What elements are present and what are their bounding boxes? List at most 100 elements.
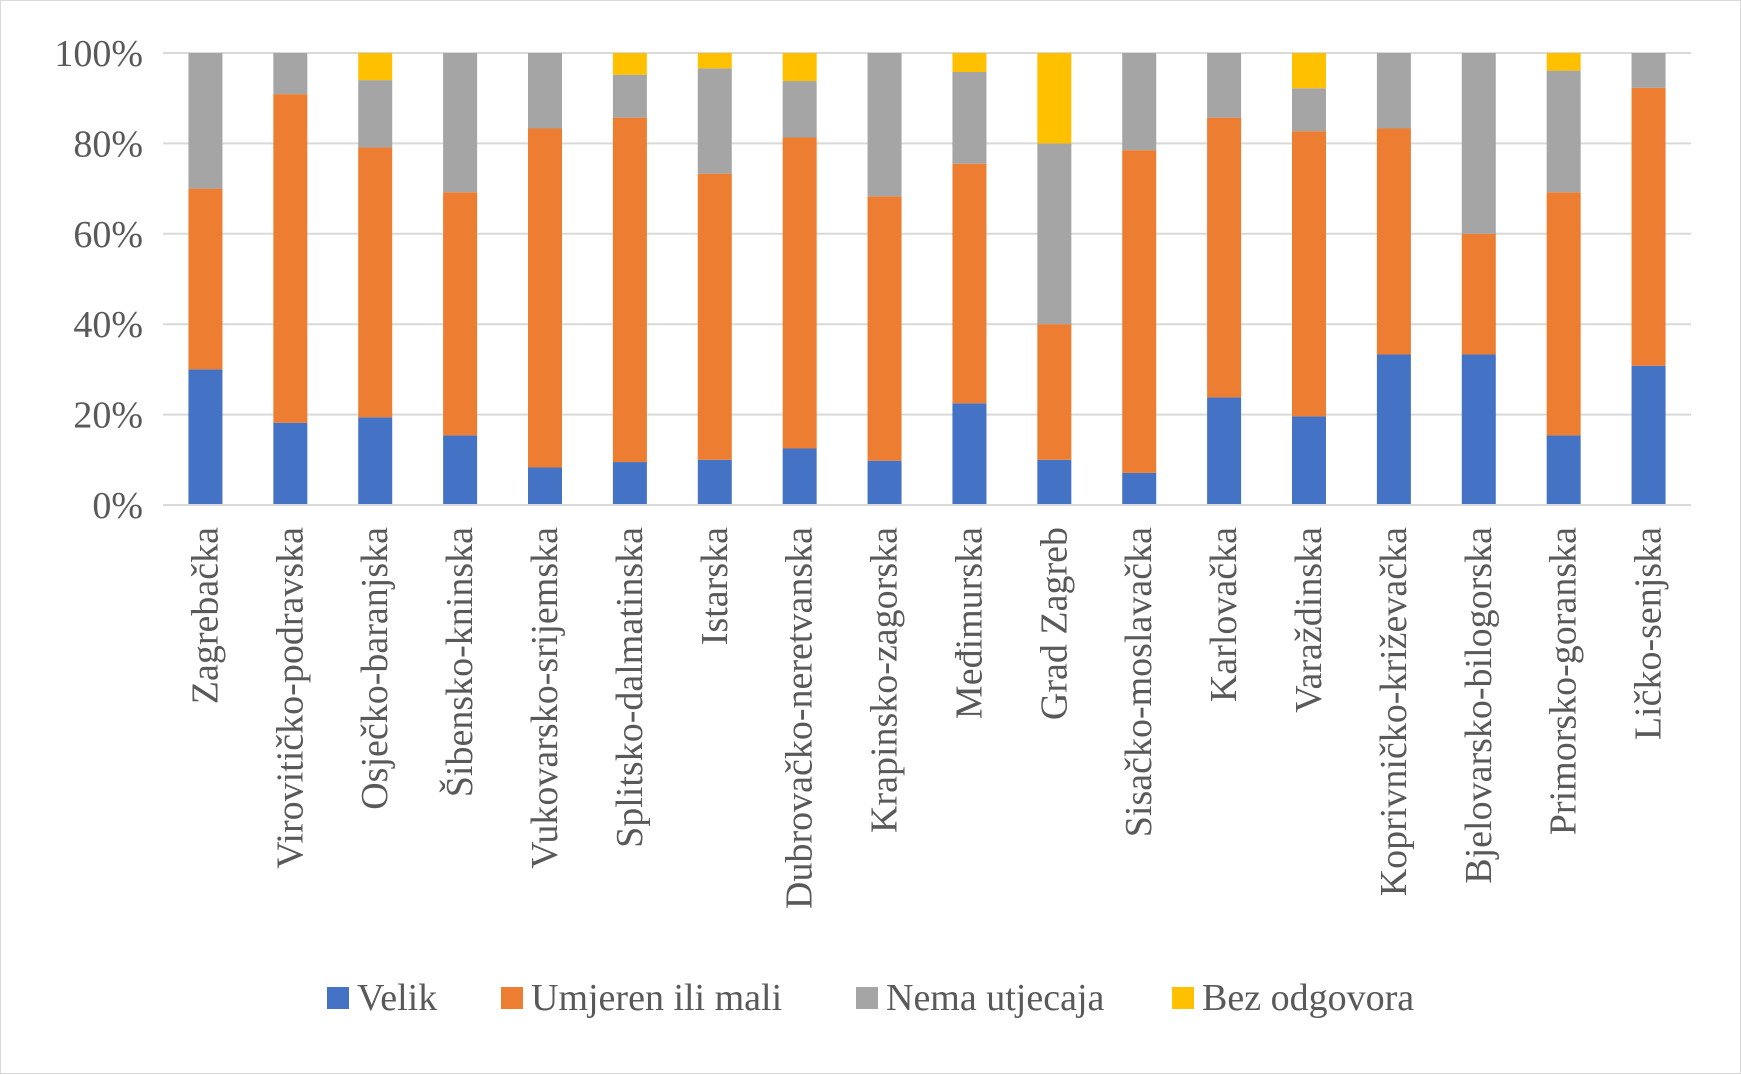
legend-entry-label: Velik [357,977,437,1019]
x-category-label: Koprivničko-križevačka [1373,527,1415,896]
y-tick-label: 20% [73,395,143,437]
y-tick-label: 60% [73,214,143,256]
bar-segment [1122,472,1157,505]
x-category-label: Splitsko-dalmatinska [609,527,651,848]
x-category-label: Ličko-senjska [1628,527,1670,740]
bar-segment [1546,70,1581,193]
bar-segment [188,53,223,189]
bar-segment [1546,435,1581,505]
bar-segment [358,417,393,505]
y-tick-label: 100% [54,33,143,75]
bar-segment [443,192,478,436]
bar-segment [952,403,987,505]
legend-swatch [327,987,349,1009]
bar-segment [612,117,647,463]
bar-segment [358,147,393,418]
x-axis-category-labels: Zagrebačka Virovitičko-podravska Osječko-b… [184,527,1669,909]
bar-segment [528,53,562,129]
y-tick-label: 0% [92,485,143,527]
bar-segment [697,68,732,174]
x-category-label: Krapinsko-zagorska [864,527,906,833]
bar-segment [188,369,223,505]
x-category-label: Vukovarsko-srijemska [524,527,566,869]
bar-segment [1207,117,1242,398]
bar-segment [273,94,308,423]
legend-entry-label: Bez odgovora [1202,977,1414,1019]
x-category-label: Osječko-baranjska [354,527,396,810]
bar-segment [612,74,647,118]
bar-segment [358,53,393,81]
bar-segment [782,137,817,449]
bar-segment [1207,53,1242,118]
bar-segment [1546,53,1581,71]
bar-segment [1546,192,1581,436]
bar-segment [782,448,817,505]
bar-segment [867,196,902,461]
gridlines [163,52,1691,416]
y-tick-label: 40% [73,304,143,346]
bar-segment [782,81,817,138]
bar-segment [1122,150,1157,473]
x-category-label: Virovitičko-podravska [269,527,311,869]
bar-segment [528,128,562,468]
bar-segment [867,53,902,197]
bar-segment [1376,128,1411,355]
bar-segment [1461,53,1496,234]
legend-swatch [856,987,878,1009]
bar-segment [1461,354,1496,505]
bar-segment [1461,233,1496,355]
bar-segment [273,422,308,505]
x-category-label: Dubrovačko-neretvanska [779,527,821,909]
bar-segment [443,435,478,505]
bar-segment [1292,53,1326,89]
bar-segment [443,53,478,193]
bar-segment [1631,87,1666,366]
bar-segment [1122,53,1157,151]
bar-segment [867,460,902,505]
bar-segment [1376,53,1411,129]
x-category-label: Šibensko-kninska [439,527,481,797]
bar-segment [528,467,562,505]
x-category-label: Međimurska [948,527,990,719]
bar-segment [1207,397,1242,505]
bar-segment [697,53,732,69]
bar-segment [1037,53,1072,144]
x-category-label: Karlovačka [1203,527,1245,702]
x-category-label: Bjelovarsko-bilogorska [1458,527,1500,884]
bar-segment [952,163,987,404]
x-category-label: Sisačko-moslavačka [1118,527,1160,837]
legend-entry-label: Nema utjecaja [886,977,1105,1019]
bar-segment [697,173,732,460]
x-category-label: Zagrebačka [184,527,226,704]
legend-entry-label: Umjeren ili mali [531,977,782,1019]
bar-segment [1037,324,1072,460]
legend: Velik Umjeren ili mali Nema utjecaja Bez od… [327,977,1414,1019]
bar-segment [1292,416,1326,505]
bar-segment [697,459,732,505]
bar-segment [952,71,987,164]
legend-swatch [501,987,523,1009]
bar-segment [1037,459,1072,505]
bar-segment [952,53,987,72]
x-category-label: Grad Zagreb [1033,527,1075,720]
bars [188,53,1666,505]
bar-segment [1037,143,1072,325]
bar-segment [273,53,308,95]
bar-segment [612,53,647,75]
bar-segment [1292,131,1326,417]
legend-swatch [1172,987,1194,1009]
bar-segment [1631,53,1666,88]
y-tick-label: 80% [73,123,143,165]
bar-segment [782,53,817,82]
bar-segment [1376,354,1411,505]
bar-segment [358,80,393,148]
x-category-label: Primorsko-goranska [1543,527,1585,835]
bar-segment [612,462,647,505]
bar-segment [1631,365,1666,505]
x-category-label: Istarska [694,527,736,645]
y-axis-tick-labels: 0% 20% 40% 60% 80% 100% [54,33,143,527]
bar-segment [188,188,223,370]
x-category-label: Varaždinska [1288,527,1330,713]
